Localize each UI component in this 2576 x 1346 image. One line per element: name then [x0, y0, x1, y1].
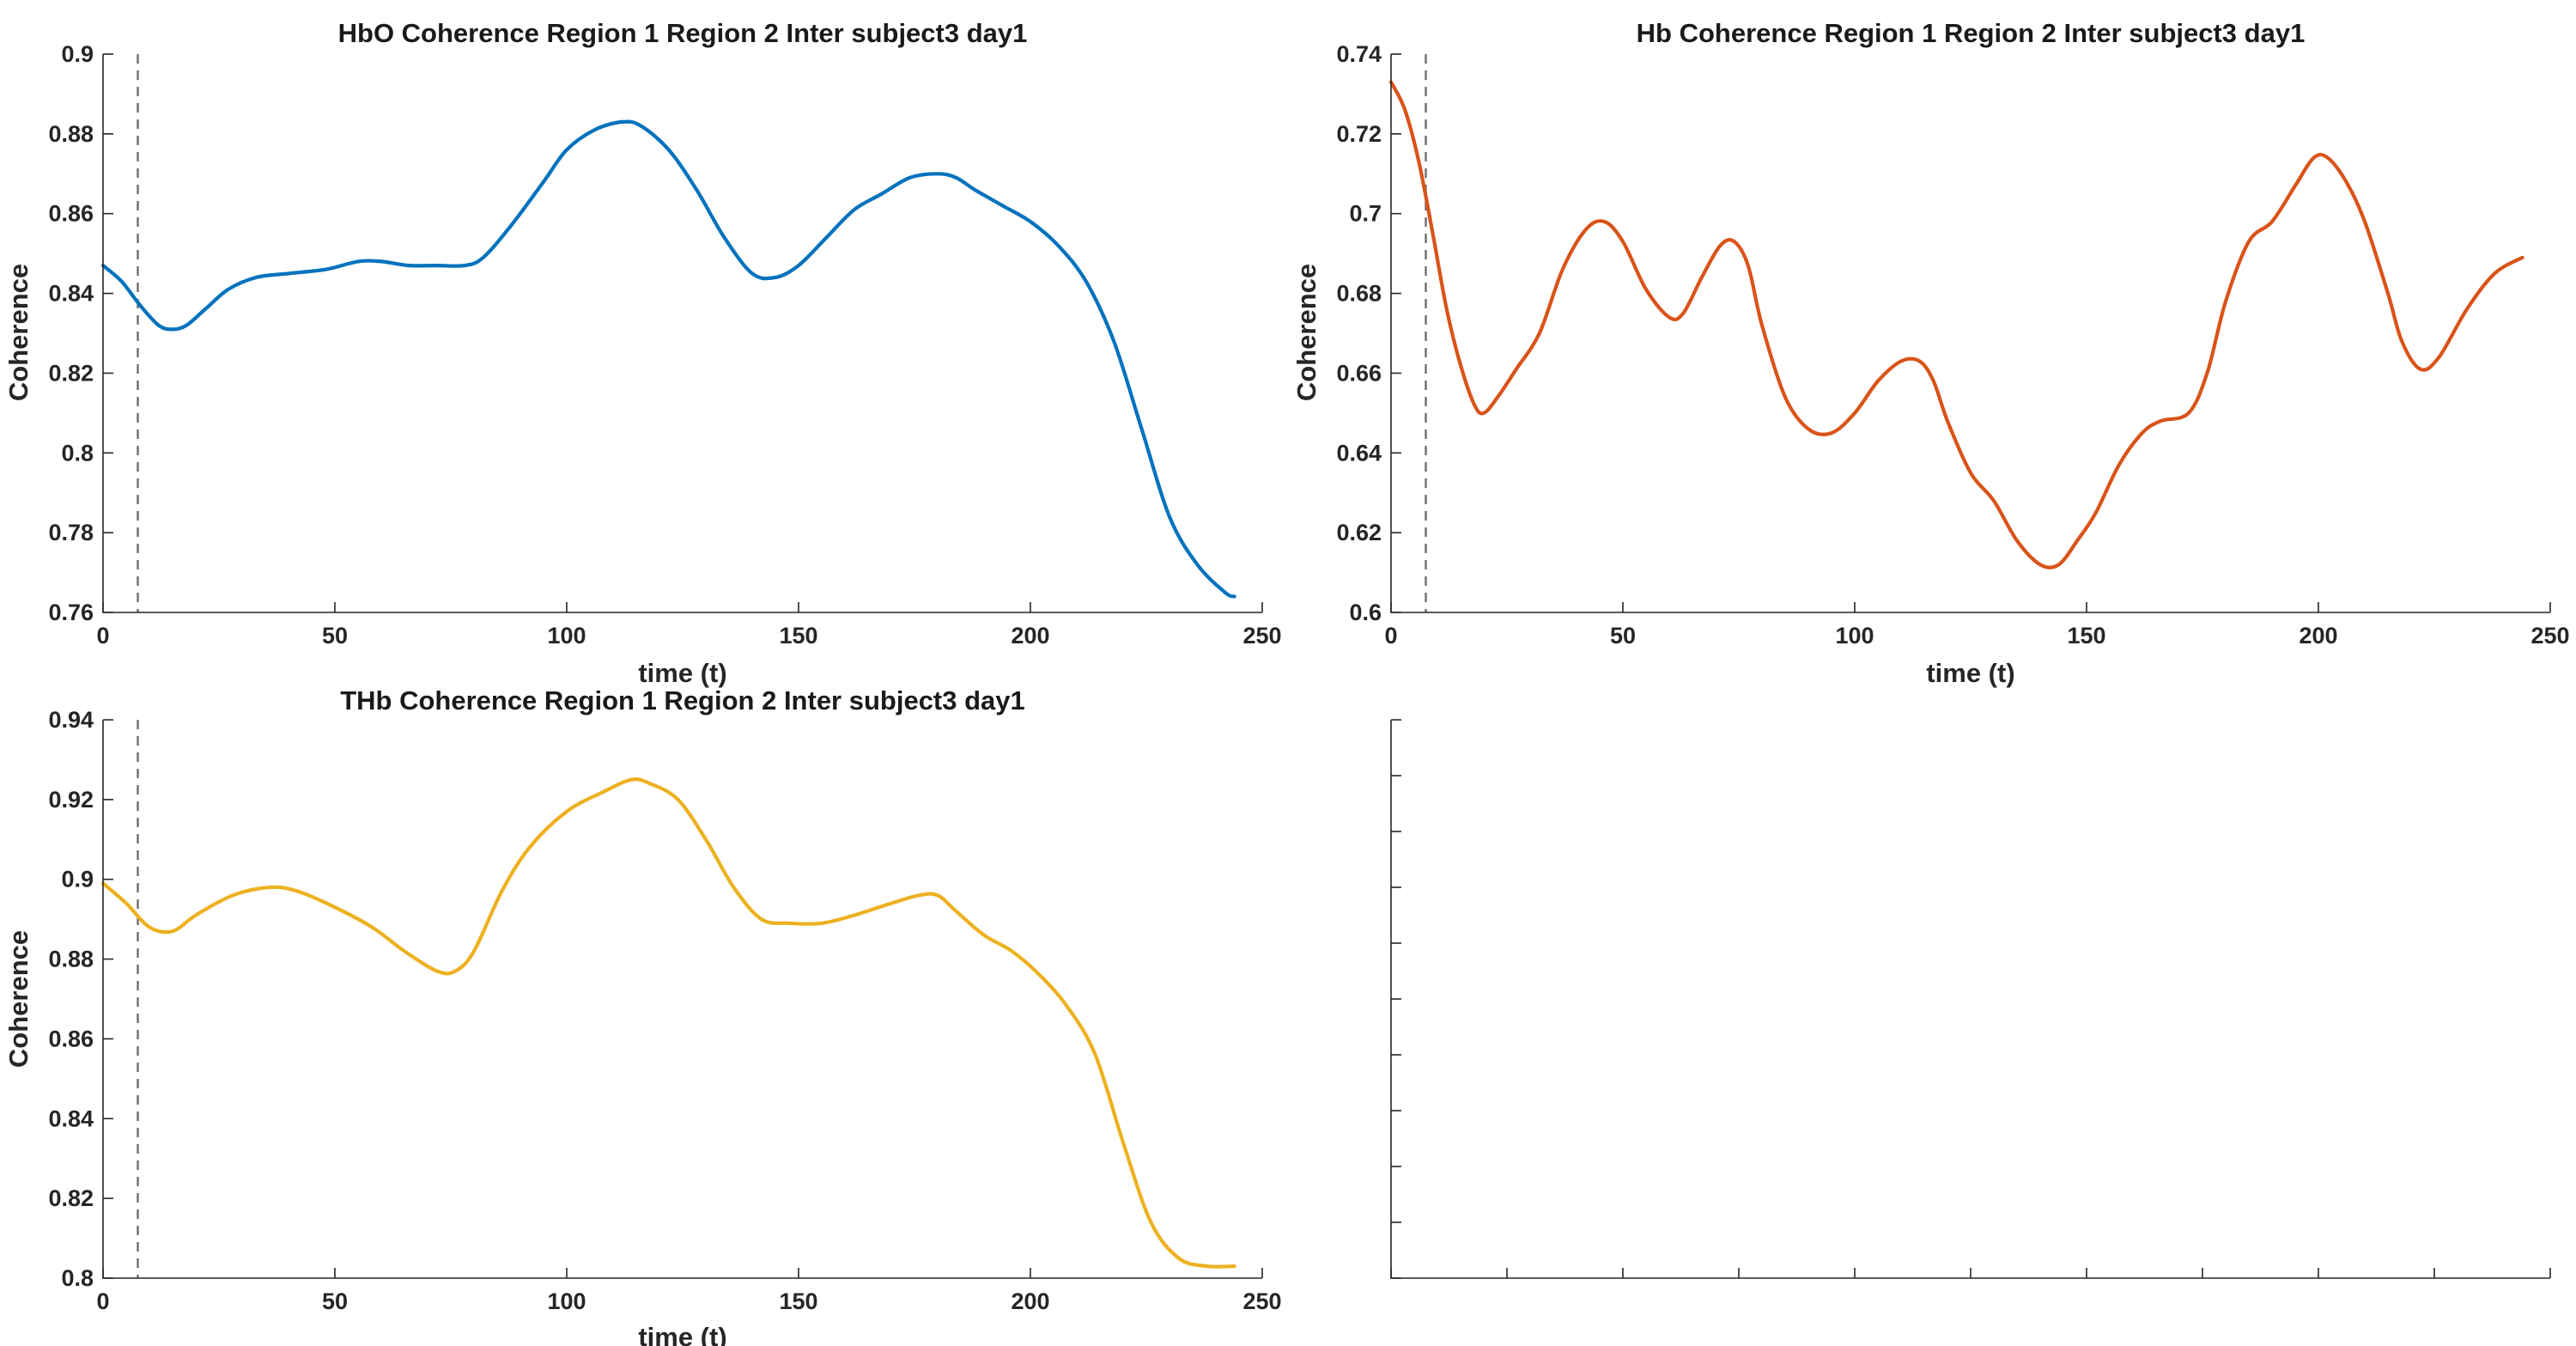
panel-thb-xlabel: time (t) — [638, 1322, 726, 1346]
panel-hbo-xtick-label: 100 — [547, 623, 586, 649]
panel-hb-ytick-label: 0.64 — [1336, 440, 1382, 466]
panel-hb-ytick-label: 0.7 — [1349, 201, 1382, 227]
panel-hb-ytick-label: 0.62 — [1336, 520, 1382, 545]
panel-thb-axes — [102, 720, 1262, 1279]
panel-empty — [1390, 719, 2551, 1279]
panel-thb-ylabel: Coherence — [3, 930, 33, 1068]
panel-hb-xtick-label: 250 — [2530, 623, 2569, 649]
panel-hb-xtick-label: 0 — [1384, 623, 1397, 649]
panel-hb-xlabel: time (t) — [1926, 658, 2014, 688]
panel-thb-ytick-label: 0.9 — [61, 867, 94, 892]
panel-hb-xtick-label: 50 — [1610, 623, 1636, 649]
panel-hbo-ytick-label: 0.8 — [61, 440, 94, 466]
panel-hb-title: Hb Coherence Region 1 Region 2 Inter sub… — [1637, 18, 2306, 48]
panel-hb: Hb Coherence Region 1 Region 2 Inter sub… — [1291, 18, 2570, 688]
panel-hb-ytick-label: 0.66 — [1336, 360, 1382, 386]
panel-hb-ytick-label: 0.68 — [1336, 281, 1382, 307]
panel-hbo-xtick-label: 200 — [1011, 623, 1049, 649]
panel-hb-ytick-label: 0.72 — [1336, 121, 1382, 147]
panel-thb-ytick-label: 0.86 — [48, 1026, 94, 1051]
panel-thb-ytick-label: 0.84 — [48, 1105, 94, 1131]
panel-hbo-ytick-label: 0.86 — [48, 201, 94, 227]
panel-hbo-xtick-label: 150 — [779, 623, 817, 649]
panel-hbo: HbO Coherence Region 1 Region 2 Inter su… — [3, 18, 1282, 688]
panel-hb-ytick-label: 0.74 — [1336, 41, 1382, 67]
panel-thb-xtick-label: 150 — [779, 1288, 817, 1314]
panel-hb-xtick-label: 100 — [1835, 623, 1874, 649]
panel-thb-xtick-label: 0 — [96, 1288, 109, 1314]
panel-thb-ytick-label: 0.82 — [48, 1185, 94, 1211]
panel-hbo-ytick-label: 0.88 — [48, 121, 94, 147]
panel-thb-xtick-label: 250 — [1242, 1288, 1281, 1314]
panel-thb-ytick-label: 0.88 — [48, 947, 94, 972]
panel-hbo-ytick-label: 0.84 — [48, 281, 94, 307]
panel-hbo-series-line — [100, 119, 1236, 599]
panel-thb-xtick-label: 200 — [1011, 1288, 1049, 1314]
panel-thb-title: THb Coherence Region 1 Region 2 Inter su… — [340, 685, 1025, 716]
panel-hbo-xtick-label: 0 — [96, 623, 109, 649]
panel-hbo-xlabel: time (t) — [638, 658, 726, 688]
panel-hbo-ylabel: Coherence — [3, 264, 33, 401]
panel-hbo-xtick-label: 250 — [1242, 623, 1281, 649]
panel-hb-axes — [1390, 54, 2550, 613]
panel-hbo-ytick-label: 0.82 — [48, 360, 94, 386]
panel-thb-series-line — [100, 777, 1236, 1269]
panel-hbo-xtick-label: 50 — [322, 623, 348, 649]
panel-thb-xtick-label: 100 — [547, 1288, 586, 1314]
panel-empty-axes — [1390, 720, 2550, 1279]
panel-hbo-ytick-label: 0.76 — [48, 600, 94, 625]
panel-hbo-axes — [102, 54, 1262, 613]
panel-hbo-ytick-label: 0.9 — [61, 41, 94, 67]
panel-thb: THb Coherence Region 1 Region 2 Inter su… — [3, 685, 1282, 1346]
panel-hb-xtick-label: 200 — [2299, 623, 2337, 649]
panel-thb-ytick-label: 0.94 — [48, 707, 94, 733]
panel-thb-xtick-label: 50 — [322, 1288, 348, 1314]
panel-thb-ytick-label: 0.8 — [61, 1265, 94, 1291]
panel-hb-ytick-label: 0.6 — [1349, 600, 1382, 625]
panel-thb-ytick-label: 0.92 — [48, 787, 94, 813]
panel-hbo-ytick-label: 0.78 — [48, 520, 94, 545]
panel-hbo-title: HbO Coherence Region 1 Region 2 Inter su… — [338, 18, 1028, 48]
panel-hb-series-line — [1388, 80, 2524, 569]
panel-hb-xtick-label: 150 — [2067, 623, 2105, 649]
panel-hb-ylabel: Coherence — [1291, 264, 1321, 401]
